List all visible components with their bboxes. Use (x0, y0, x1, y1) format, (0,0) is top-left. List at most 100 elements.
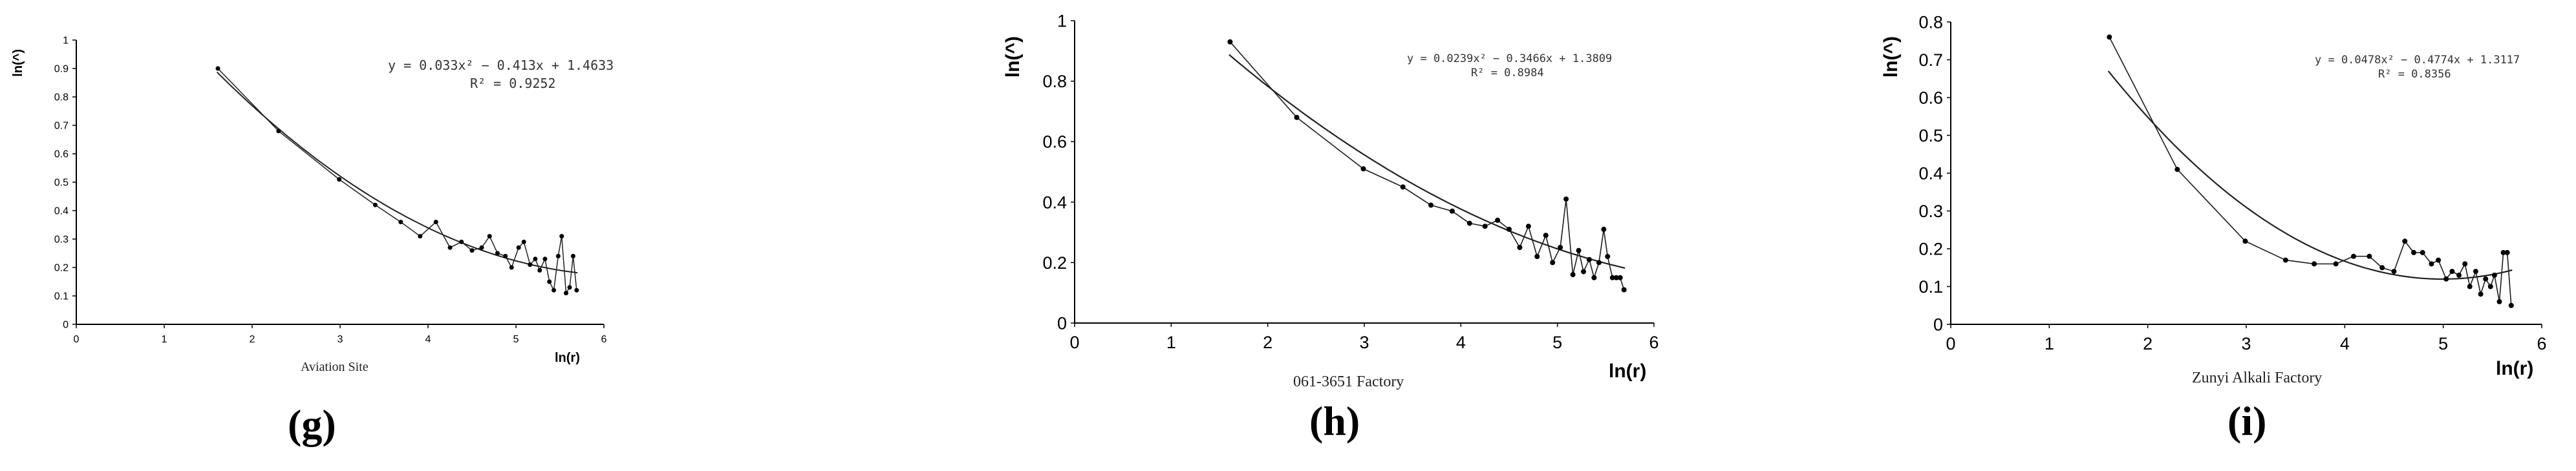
chart-g-data-point (487, 234, 492, 239)
chart-i-data-point (2456, 272, 2462, 278)
chart-g-data-point (521, 239, 526, 244)
chart-i-data-point (2443, 276, 2449, 282)
chart-h-data-point (1576, 247, 1582, 253)
chart-i-y-tick-label: 0.3 (1918, 202, 1943, 221)
chart-g-x-tick-label: 2 (250, 334, 255, 345)
chart-g-series-line (217, 68, 577, 295)
chart-i-data-point (2411, 249, 2416, 255)
chart-h-data-point (1534, 254, 1540, 259)
chart-i-data-point (2473, 269, 2478, 275)
chart-i-data-point (2379, 265, 2385, 271)
chart-h-data-point (1482, 224, 1488, 229)
chart-g-y-tick-label: 0.9 (54, 64, 69, 75)
chart-i-data-point (2312, 261, 2317, 267)
chart-i-site-label: Zunyi Alkali Factory (2192, 370, 2322, 386)
chart-g-data-point (516, 245, 521, 250)
chart-i-data-point (2483, 276, 2489, 282)
chart-i-data-point (2487, 284, 2493, 289)
chart-h-data-point (1400, 184, 1406, 190)
chart-h-data-point (1525, 224, 1531, 229)
chart-i-data-point (2491, 272, 2497, 278)
chart-i-data-point (2429, 261, 2434, 267)
chart-i-y-tick-label: 0.5 (1918, 126, 1943, 145)
chart-g-data-point (459, 239, 464, 244)
chart-i-x-tick-label: 2 (2143, 334, 2152, 353)
chart-h-x-tick-label: 5 (1552, 333, 1562, 352)
chart-g-x-axis-label: ln(r) (555, 351, 580, 365)
chart-g-x-tick-label: 0 (74, 334, 80, 345)
chart-g-y-tick-label: 1 (63, 36, 69, 47)
chart-i-svg: 0 1 2 3 4 5 6 0 0.1 0.2 0.3 0.4 0.5 0.6 0.7 0.8 ln(r) ln(… (1880, 12, 2547, 386)
chart-h-x-tick-label: 1 (1166, 333, 1176, 352)
chart-g-equation: y = 0.033x² − 0.413x + 1.4633 (388, 58, 614, 73)
chart-i-data-point (2333, 261, 2339, 267)
chart-g-y-tick-label: 0.6 (54, 149, 69, 160)
chart-h-data-point (1591, 275, 1597, 280)
chart-g-data-point (570, 253, 575, 258)
chart-panel-i: 0 1 2 3 4 5 6 0 0.1 0.2 0.3 0.4 0.5 0.6 0.7 0.8 ln(r) ln(… (1875, 0, 2576, 471)
chart-h-series-line (1229, 41, 1625, 290)
chart-h-svg: 0 1 2 3 4 5 6 0 0.2 0.4 0.6 0.8 1 ln(r) ln(^) y = 0.02… (1002, 11, 1659, 390)
chart-g-data-point (542, 256, 548, 262)
chart-h-data-point (1428, 202, 1433, 208)
chart-h-x-tick-label: 0 (1069, 333, 1079, 352)
chart-g-data-point (337, 177, 342, 182)
chart-h-data-point (1617, 275, 1623, 280)
chart-g-data-point (528, 262, 533, 267)
chart-h-data-point (1360, 166, 1366, 172)
chart-g-data-point (469, 248, 475, 253)
chart-h-data-point (1449, 208, 1455, 214)
chart-i-data-point (2496, 298, 2502, 304)
chart-g-trendline (216, 71, 578, 274)
chart-i-data-point (2402, 238, 2408, 244)
chart-panel-h: 0 1 2 3 4 5 6 0 0.2 0.4 0.6 0.8 1 ln(r) ln(^) y = 0.02… (989, 0, 1701, 471)
chart-h-data-point (1543, 233, 1549, 238)
chart-g-y-tick-label: 0.5 (54, 178, 69, 189)
chart-i-data-point (2478, 291, 2484, 297)
chart-g-x-tick-label: 4 (425, 334, 431, 345)
chart-h-y-tick-label: 0.8 (1042, 72, 1067, 91)
chart-i-data-point (2367, 253, 2372, 259)
chart-h-data-point (1596, 260, 1602, 266)
chart-h-data-point (1227, 39, 1233, 45)
chart-h-data-point (1613, 275, 1619, 280)
chart-h-y-tick-label: 0.6 (1042, 132, 1067, 152)
chart-i-data-point (2391, 269, 2397, 275)
chart-i-r-squared: R² = 0.8356 (2378, 68, 2451, 81)
chart-g-x-tick-label: 6 (601, 334, 607, 345)
chart-g-r-squared: R² = 0.9252 (470, 76, 555, 91)
chart-g-x-tick-label: 1 (162, 334, 167, 345)
chart-g-data-point (552, 288, 556, 293)
chart-g-y-tick-label: 0.8 (54, 92, 69, 103)
chart-i-x-tick-label: 3 (2241, 334, 2251, 353)
panel-label-h: (h) (1309, 398, 1360, 444)
chart-g-data-point (215, 66, 220, 71)
chart-h-data-point (1466, 220, 1472, 226)
chart-h-data-point (1294, 114, 1300, 120)
chart-g-data-point (372, 202, 378, 207)
chart-h-data-point (1621, 287, 1627, 293)
chart-h-data-point (1517, 245, 1523, 250)
chart-i-data-point (2467, 284, 2473, 289)
chart-h-data-point (1495, 217, 1501, 223)
chart-i-x-tick-label: 5 (2438, 334, 2448, 353)
chart-g-x-tick-label: 5 (513, 334, 519, 345)
chart-g-site-label: Aviation Site (301, 360, 369, 374)
chart-i-equation: y = 0.0478x² − 0.4774x + 1.3117 (2315, 54, 2520, 67)
chart-h-equation: y = 0.0239x² − 0.3466x + 1.3809 (1407, 52, 1612, 65)
chart-g-data-point (559, 234, 564, 239)
chart-i-x-tick-label: 0 (1946, 334, 1955, 353)
chart-i-data-point (2504, 249, 2510, 255)
chart-i-x-tick-label: 1 (2045, 334, 2054, 353)
chart-g-data-point (479, 245, 484, 250)
chart-h-data-point (1609, 275, 1615, 280)
chart-g-data-point (555, 253, 561, 258)
chart-h-y-tick-label: 0.4 (1042, 193, 1067, 212)
chart-g-data-point (418, 234, 423, 239)
chart-h-site-label: 061-3651 Factory (1293, 373, 1404, 390)
chart-g-y-tick-label: 0.3 (54, 235, 69, 246)
chart-g-data-point (276, 129, 281, 134)
chart-i-data-point (2107, 34, 2112, 40)
chart-h-data-point (1601, 226, 1607, 232)
chart-i-data-point (2462, 261, 2468, 267)
